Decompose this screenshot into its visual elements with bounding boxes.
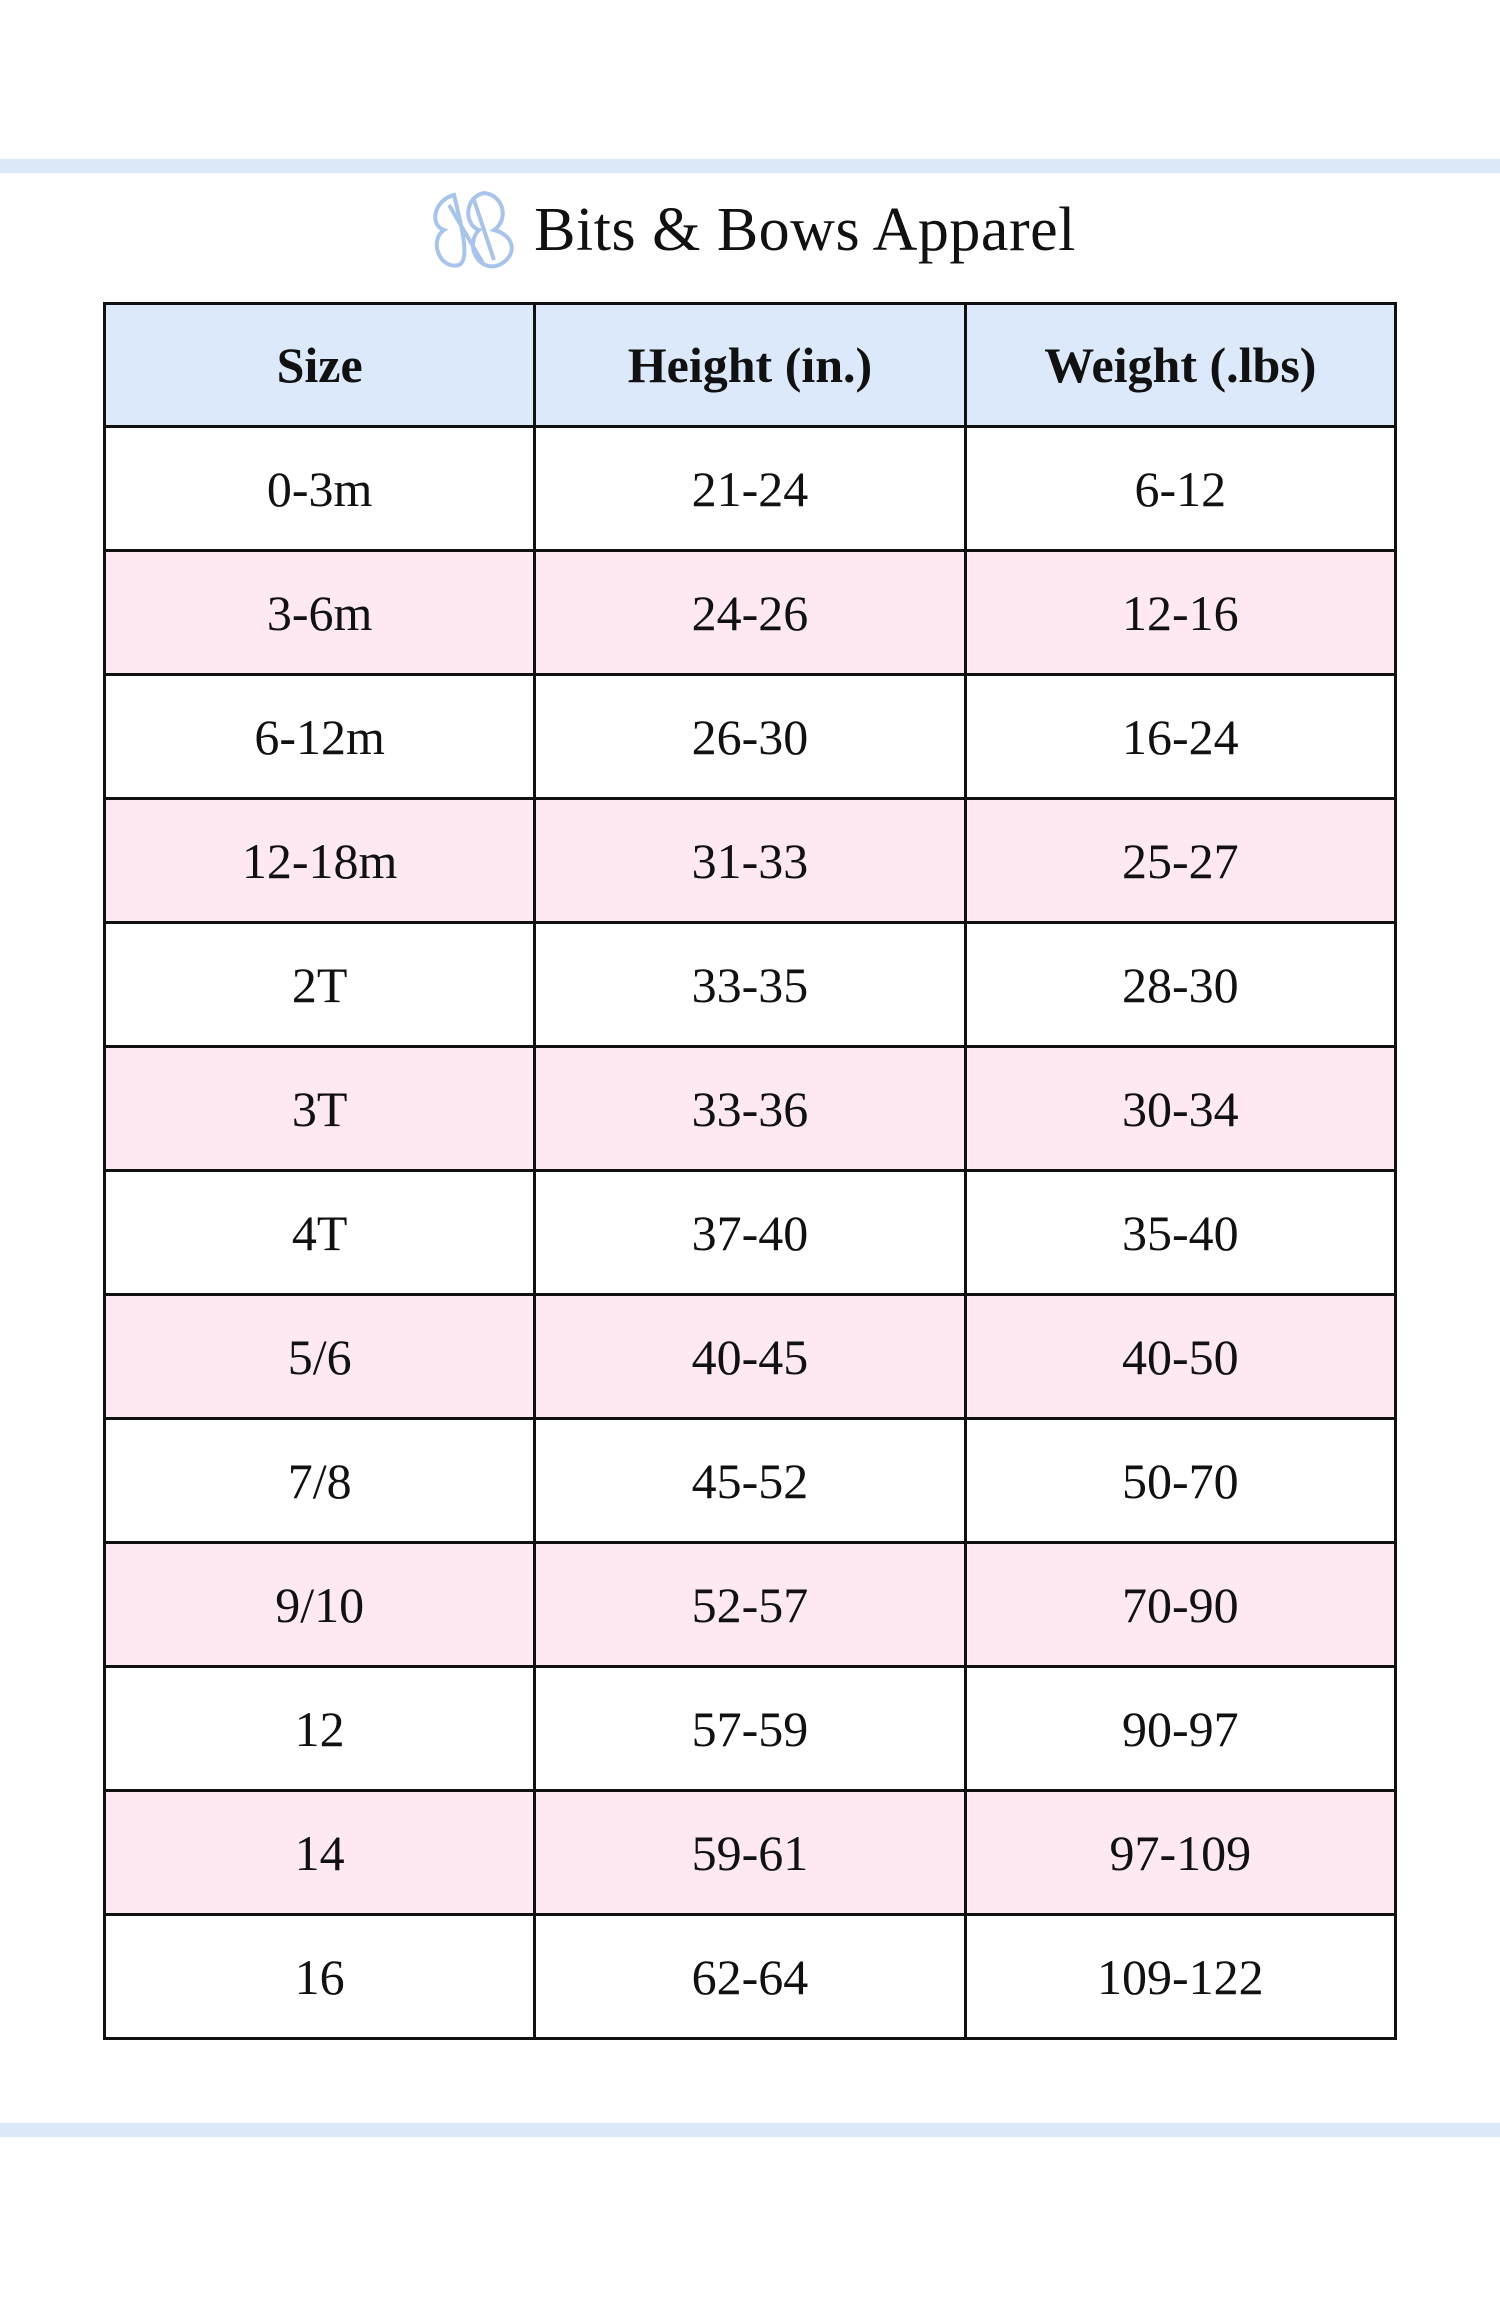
table-row: 4T 37-40 35-40	[102, 1169, 1398, 1296]
cell-height: 26-30	[533, 673, 967, 800]
cell-size: 5/6	[102, 1293, 537, 1420]
bows-logo-icon	[433, 190, 514, 269]
cell-weight: 28-30	[963, 921, 1398, 1048]
bottom-band	[0, 2123, 1500, 2137]
header-size: Size	[102, 302, 537, 428]
cell-weight: 30-34	[963, 1045, 1398, 1172]
table-row: 3-6m 24-26 12-16	[102, 549, 1398, 676]
cell-weight: 90-97	[963, 1665, 1398, 1792]
cell-height: 62-64	[533, 1913, 967, 2040]
cell-size: 14	[102, 1789, 537, 1916]
cell-size: 4T	[102, 1169, 537, 1296]
cell-weight: 97-109	[963, 1789, 1398, 1916]
cell-size: 3-6m	[102, 549, 537, 676]
table-row: 12 57-59 90-97	[102, 1665, 1398, 1792]
top-band	[0, 159, 1500, 173]
cell-weight: 70-90	[963, 1541, 1398, 1668]
cell-size: 12	[102, 1665, 537, 1792]
cell-size: 3T	[102, 1045, 537, 1172]
table-row: 5/6 40-45 40-50	[102, 1293, 1398, 1420]
table-header-row: Size Height (in.) Weight (.lbs)	[102, 302, 1398, 428]
cell-height: 37-40	[533, 1169, 967, 1296]
table-row: 3T 33-36 30-34	[102, 1045, 1398, 1172]
table-row: 7/8 45-52 50-70	[102, 1417, 1398, 1544]
table-row: 2T 33-35 28-30	[102, 921, 1398, 1048]
cell-height: 45-52	[533, 1417, 967, 1544]
cell-height: 40-45	[533, 1293, 967, 1420]
cell-weight: 16-24	[963, 673, 1398, 800]
cell-weight: 12-16	[963, 549, 1398, 676]
cell-weight: 50-70	[963, 1417, 1398, 1544]
table-row: 16 62-64 109-122	[102, 1913, 1398, 2040]
table-row: 14 59-61 97-109	[102, 1789, 1398, 1916]
table-row: 6-12m 26-30 16-24	[102, 673, 1398, 800]
cell-size: 12-18m	[102, 797, 537, 924]
cell-weight: 35-40	[963, 1169, 1398, 1296]
cell-height: 33-35	[533, 921, 967, 1048]
size-chart-table: Size Height (in.) Weight (.lbs) 0-3m 21-2…	[102, 302, 1398, 2040]
table-row: 0-3m 21-24 6-12	[102, 425, 1398, 552]
table-row: 12-18m 31-33 25-27	[102, 797, 1398, 924]
cell-weight: 40-50	[963, 1293, 1398, 1420]
cell-weight: 109-122	[963, 1913, 1398, 2040]
cell-height: 24-26	[533, 549, 967, 676]
cell-weight: 25-27	[963, 797, 1398, 924]
cell-size: 2T	[102, 921, 537, 1048]
cell-height: 57-59	[533, 1665, 967, 1792]
cell-height: 59-61	[533, 1789, 967, 1916]
cell-size: 0-3m	[102, 425, 537, 552]
header-height: Height (in.)	[533, 302, 967, 428]
header-weight: Weight (.lbs)	[963, 302, 1398, 428]
cell-height: 21-24	[533, 425, 967, 552]
cell-weight: 6-12	[963, 425, 1398, 552]
header: Bits & Bows Apparel	[0, 185, 1500, 275]
cell-size: 7/8	[102, 1417, 537, 1544]
brand-title: Bits & Bows Apparel	[534, 195, 1076, 264]
cell-size: 9/10	[102, 1541, 537, 1668]
cell-height: 31-33	[533, 797, 967, 924]
table-row: 9/10 52-57 70-90	[102, 1541, 1398, 1668]
cell-height: 33-36	[533, 1045, 967, 1172]
cell-size: 6-12m	[102, 673, 537, 800]
cell-height: 52-57	[533, 1541, 967, 1668]
cell-size: 16	[102, 1913, 537, 2040]
